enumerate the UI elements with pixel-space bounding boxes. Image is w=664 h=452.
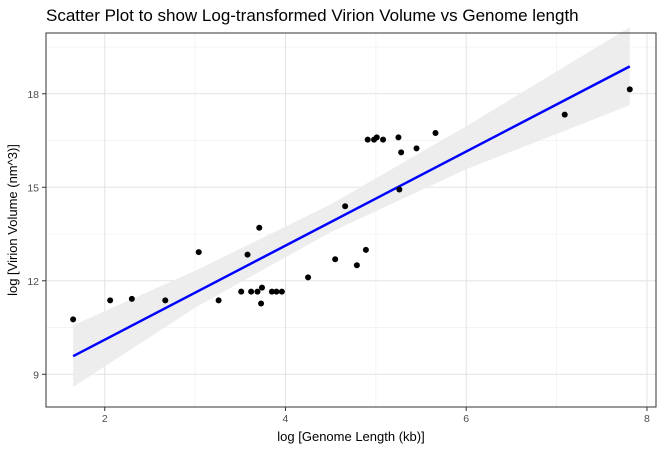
data-point <box>128 295 135 302</box>
data-point <box>195 249 202 256</box>
data-point <box>396 186 403 193</box>
data-point <box>395 134 402 141</box>
y-tick-label: 18 <box>27 89 39 101</box>
data-point <box>305 274 312 281</box>
y-tick-label: 12 <box>27 276 39 288</box>
x-tick-label: 8 <box>644 413 650 425</box>
data-point <box>244 251 251 258</box>
x-tick-label: 6 <box>463 413 469 425</box>
plot-panel-border <box>45 32 657 408</box>
chart-title: Scatter Plot to show Log-transformed Vir… <box>46 6 579 25</box>
x-tick-label: 2 <box>102 413 108 425</box>
y-tick-label: 15 <box>27 182 39 194</box>
data-point <box>238 288 245 295</box>
confidence-band <box>73 27 630 388</box>
confidence-band-area <box>73 27 630 388</box>
data-point <box>626 86 633 93</box>
data-point <box>70 316 77 323</box>
data-point <box>256 224 263 231</box>
data-point <box>258 284 265 291</box>
data-point <box>254 288 261 295</box>
data-point <box>278 288 285 295</box>
grid <box>46 33 656 407</box>
data-point <box>162 297 169 304</box>
data-point <box>380 136 387 143</box>
data-point <box>248 288 255 295</box>
x-axis-label: log [Genome Length (kb)] <box>277 429 424 444</box>
data-point <box>107 297 114 304</box>
data-point <box>413 145 420 152</box>
x-tick-label: 4 <box>283 413 289 425</box>
fit-line <box>72 65 631 358</box>
data-point <box>362 246 369 253</box>
data-point <box>268 288 275 295</box>
data-point <box>342 203 349 210</box>
data-point <box>215 297 222 304</box>
y-axis-label: log [Virion Volume (nm^3)] <box>5 144 20 296</box>
data-point <box>398 149 405 156</box>
regression-line <box>72 65 631 358</box>
data-point <box>373 134 380 141</box>
data-point <box>432 130 439 137</box>
data-point <box>561 111 568 118</box>
y-tick-label: 9 <box>33 369 39 381</box>
data-point <box>332 256 339 263</box>
axis-ticks: 2 4 6 8 9 12 15 18 <box>27 89 650 425</box>
data-point <box>258 300 265 307</box>
data-point <box>273 288 280 295</box>
data-point <box>364 136 371 143</box>
data-point <box>353 262 360 269</box>
data-points <box>70 86 633 323</box>
